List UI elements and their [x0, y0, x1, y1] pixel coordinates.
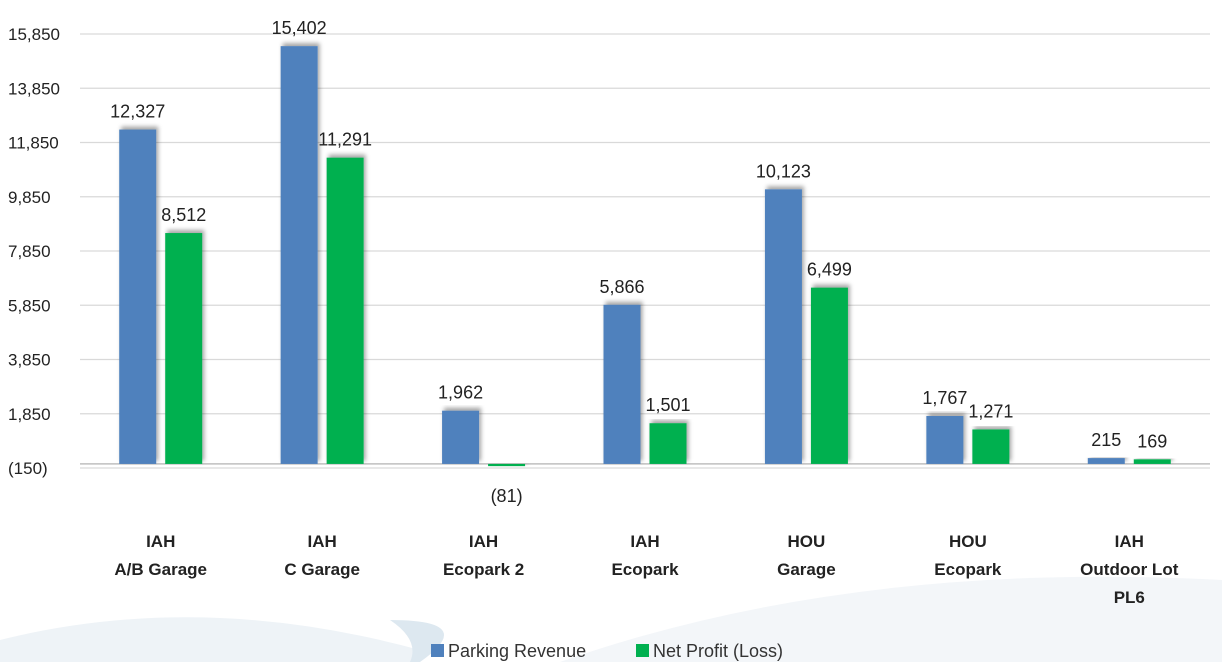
data-label: 8,512 — [161, 205, 206, 225]
category-label: IAH — [630, 532, 659, 551]
category-label: IAH — [308, 532, 337, 551]
bar-net-profit-3 — [649, 423, 687, 464]
bar-parking-revenue-1 — [280, 46, 318, 464]
y-tick-label: (150) — [8, 459, 48, 478]
bar-net-profit-5 — [972, 429, 1010, 464]
bar-net-profit-2 — [488, 463, 526, 467]
data-label: 215 — [1091, 430, 1121, 450]
y-tick-label: 3,850 — [8, 351, 51, 370]
category-label: Garage — [777, 560, 836, 579]
y-tick-label: 13,850 — [8, 79, 60, 98]
bar-parking-revenue-2 — [442, 410, 480, 464]
data-label: 11,291 — [318, 130, 372, 150]
data-label: 5,866 — [599, 277, 644, 297]
background-swoosh-right — [560, 576, 1222, 662]
data-label: 12,327 — [110, 102, 165, 122]
data-label: 1,962 — [438, 383, 483, 403]
category-label: Outdoor Lot — [1080, 560, 1179, 579]
data-label: 1,271 — [968, 401, 1013, 421]
bars — [119, 46, 1171, 467]
bar-parking-revenue-6 — [1087, 458, 1125, 464]
category-label: Ecopark — [934, 560, 1002, 579]
background-decoration — [0, 576, 1222, 662]
legend-swatch-net-profit — [636, 644, 649, 657]
legend-label-parking-revenue: Parking Revenue — [448, 641, 586, 661]
data-label: (81) — [491, 486, 523, 506]
category-label: IAH — [1115, 532, 1144, 551]
background-swoosh-left — [0, 617, 420, 662]
bar-parking-revenue-0 — [119, 129, 157, 464]
category-labels: IAH A/B Garage IAH C Garage IAH Ecopark 2 IAH E… — [114, 532, 1178, 607]
bar-parking-revenue-4 — [764, 189, 802, 464]
y-tick-label: 7,850 — [8, 242, 51, 261]
bar-parking-revenue-5 — [926, 416, 964, 464]
data-label: 6,499 — [807, 260, 852, 280]
category-label: HOU — [788, 532, 826, 551]
data-label: 1,501 — [645, 395, 690, 415]
y-tick-label: 15,850 — [8, 25, 60, 44]
legend-label-net-profit: Net Profit (Loss) — [653, 641, 783, 661]
data-label: 15,402 — [272, 18, 327, 38]
category-label: A/B Garage — [114, 560, 207, 579]
y-axis-ticks: (150) 1,850 3,850 5,850 7,850 9,850 11,850 13,8… — [8, 25, 60, 478]
gridlines — [80, 33, 1210, 469]
legend: Parking Revenue Net Profit (Loss) — [431, 641, 783, 661]
data-label: 169 — [1137, 431, 1167, 451]
category-label: IAH — [146, 532, 175, 551]
bar-net-profit-1 — [326, 157, 364, 464]
data-labels: 12,327 8,512 15,402 11,291 1,962 (81) 5,866 1,5… — [110, 18, 1167, 506]
bar-net-profit-0 — [165, 233, 203, 464]
category-label: HOU — [949, 532, 987, 551]
bar-net-profit-6 — [1133, 459, 1171, 464]
y-tick-label: 11,850 — [8, 134, 59, 153]
background-swoosh-mid — [390, 620, 444, 662]
bar-net-profit-4 — [810, 287, 848, 464]
bar-parking-revenue-3 — [603, 304, 641, 464]
category-label: IAH — [469, 532, 498, 551]
category-label: C Garage — [284, 560, 360, 579]
y-tick-label: 5,850 — [8, 296, 51, 315]
data-label: 1,767 — [922, 388, 967, 408]
data-label: 10,123 — [756, 161, 811, 181]
category-label: Ecopark — [611, 560, 679, 579]
y-tick-label: 1,850 — [8, 405, 51, 424]
legend-swatch-parking-revenue — [431, 644, 444, 657]
category-label: Ecopark 2 — [443, 560, 524, 579]
y-tick-label: 9,850 — [8, 188, 51, 207]
category-label: PL6 — [1114, 588, 1145, 607]
